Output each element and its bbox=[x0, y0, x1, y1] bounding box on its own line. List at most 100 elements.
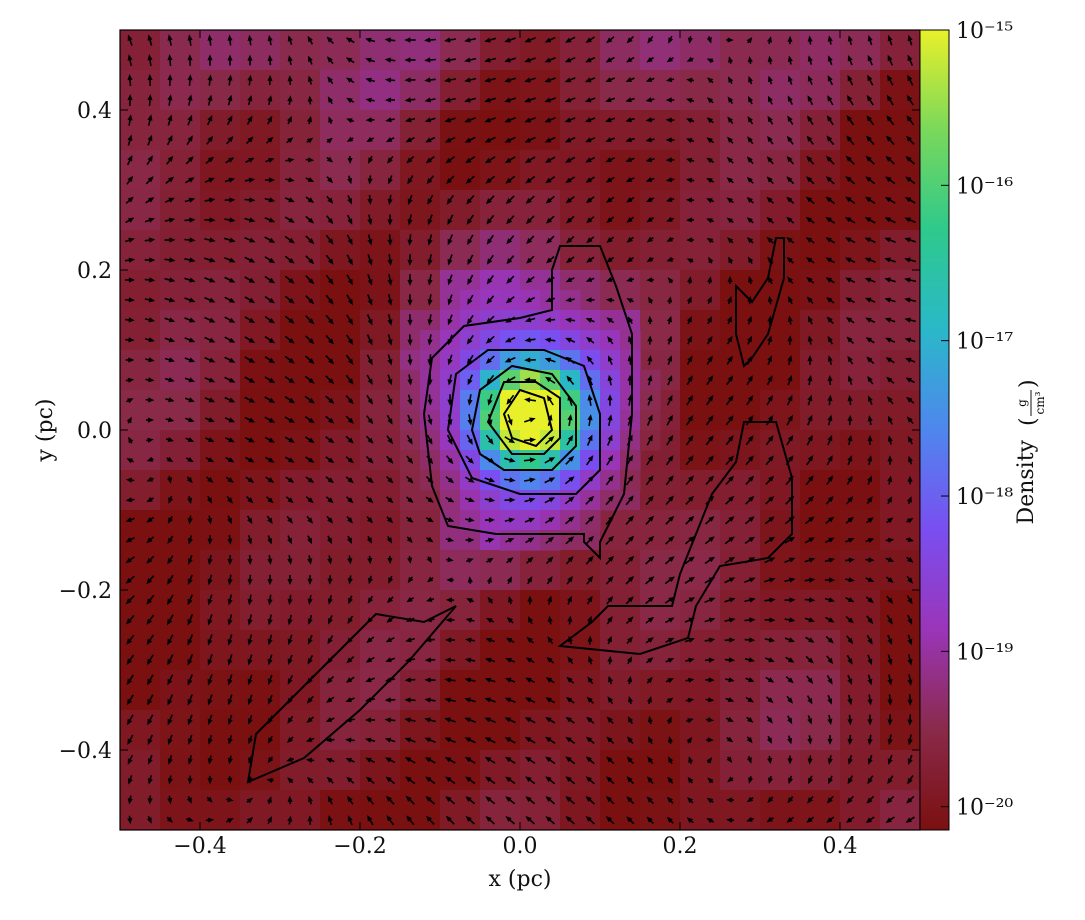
velocity-arrow bbox=[808, 775, 813, 785]
velocity-arrow bbox=[564, 56, 576, 63]
velocity-arrow bbox=[287, 75, 293, 85]
velocity-arrow bbox=[728, 76, 734, 84]
velocity-arrow bbox=[426, 597, 435, 602]
density-cell bbox=[360, 750, 401, 791]
velocity-arrow bbox=[485, 335, 495, 344]
velocity-arrow bbox=[167, 775, 173, 785]
velocity-arrow bbox=[368, 575, 373, 585]
velocity-arrow bbox=[706, 355, 713, 365]
density-cell bbox=[120, 270, 161, 311]
velocity-arrow bbox=[807, 755, 813, 765]
velocity-arrow bbox=[267, 74, 273, 86]
velocity-arrow bbox=[424, 37, 436, 43]
velocity-arrow bbox=[144, 297, 156, 303]
velocity-arrow bbox=[906, 115, 915, 126]
velocity-arrow bbox=[227, 735, 233, 745]
velocity-arrow bbox=[784, 516, 795, 525]
velocity-arrow bbox=[327, 595, 333, 605]
velocity-arrow bbox=[887, 396, 894, 405]
velocity-arrow bbox=[827, 375, 833, 386]
velocity-arrow bbox=[366, 496, 374, 504]
density-cell bbox=[360, 230, 401, 271]
velocity-arrow bbox=[147, 94, 153, 106]
velocity-arrow bbox=[227, 634, 233, 646]
velocity-arrow bbox=[146, 614, 155, 625]
velocity-arrow bbox=[887, 634, 893, 645]
velocity-arrow bbox=[184, 197, 196, 203]
velocity-arrow bbox=[244, 396, 256, 403]
velocity-arrow bbox=[407, 414, 413, 425]
velocity-arrow bbox=[686, 98, 695, 104]
density-cell bbox=[800, 150, 841, 191]
velocity-arrow bbox=[907, 734, 913, 746]
velocity-arrow bbox=[227, 614, 233, 626]
velocity-arrow bbox=[666, 197, 675, 202]
velocity-arrow bbox=[307, 35, 314, 45]
velocity-arrow bbox=[388, 175, 393, 185]
velocity-arrow bbox=[864, 237, 876, 244]
density-cell bbox=[720, 110, 761, 151]
velocity-arrow bbox=[906, 135, 915, 145]
density-cell bbox=[120, 630, 161, 671]
velocity-arrow bbox=[764, 516, 775, 525]
velocity-arrow bbox=[346, 234, 353, 246]
velocity-arrow bbox=[504, 336, 516, 343]
velocity-arrow bbox=[524, 357, 536, 363]
velocity-arrow bbox=[387, 294, 393, 306]
velocity-arrow bbox=[247, 54, 253, 66]
velocity-arrow bbox=[267, 594, 273, 606]
velocity-arrow bbox=[667, 355, 673, 365]
velocity-arrow bbox=[625, 137, 635, 143]
velocity-arrow bbox=[405, 496, 414, 503]
velocity-arrow bbox=[885, 816, 895, 823]
velocity-arrow bbox=[366, 354, 373, 366]
velocity-arrow bbox=[847, 355, 854, 365]
density-cell bbox=[200, 470, 241, 511]
velocity-arrow bbox=[386, 815, 395, 826]
velocity-arrow bbox=[325, 254, 334, 265]
velocity-arrow bbox=[605, 157, 615, 163]
velocity-arrow bbox=[325, 737, 335, 743]
velocity-arrow bbox=[905, 537, 914, 542]
density-cell bbox=[200, 310, 241, 351]
velocity-arrow bbox=[605, 137, 615, 143]
velocity-arrow bbox=[286, 137, 294, 144]
velocity-arrow bbox=[645, 616, 655, 624]
density-cell bbox=[640, 150, 681, 191]
velocity-arrow bbox=[867, 654, 873, 666]
velocity-arrow bbox=[445, 617, 455, 623]
velocity-arrow bbox=[485, 434, 494, 445]
velocity-arrow bbox=[728, 256, 734, 264]
velocity-arrow bbox=[204, 356, 216, 363]
velocity-arrow bbox=[667, 335, 672, 345]
velocity-arrow bbox=[146, 516, 155, 523]
velocity-arrow bbox=[384, 737, 396, 743]
velocity-arrow bbox=[867, 455, 873, 465]
velocity-arrow bbox=[247, 674, 253, 686]
velocity-arrow bbox=[605, 97, 616, 103]
density-cell bbox=[240, 670, 281, 711]
velocity-arrow bbox=[187, 674, 194, 686]
velocity-arrow bbox=[504, 737, 516, 744]
velocity-arrow bbox=[287, 35, 293, 46]
velocity-arrow bbox=[125, 556, 135, 564]
velocity-arrow bbox=[585, 555, 594, 565]
velocity-arrow bbox=[807, 394, 813, 406]
velocity-arrow bbox=[846, 475, 853, 485]
velocity-arrow bbox=[806, 135, 814, 145]
velocity-arrow bbox=[367, 555, 373, 565]
velocity-arrow bbox=[125, 595, 135, 605]
velocity-arrow bbox=[744, 577, 756, 583]
velocity-arrow bbox=[447, 314, 453, 326]
velocity-arrow bbox=[884, 277, 896, 283]
velocity-arrow bbox=[305, 757, 315, 763]
velocity-arrow bbox=[167, 535, 174, 544]
velocity-arrow bbox=[264, 396, 276, 403]
density-cell bbox=[160, 270, 201, 311]
velocity-arrow bbox=[465, 617, 475, 623]
velocity-arrow bbox=[705, 395, 714, 406]
density-cell bbox=[160, 590, 201, 631]
velocity-arrow bbox=[787, 276, 794, 285]
velocity-arrow bbox=[827, 755, 833, 765]
density-cell bbox=[480, 550, 521, 591]
